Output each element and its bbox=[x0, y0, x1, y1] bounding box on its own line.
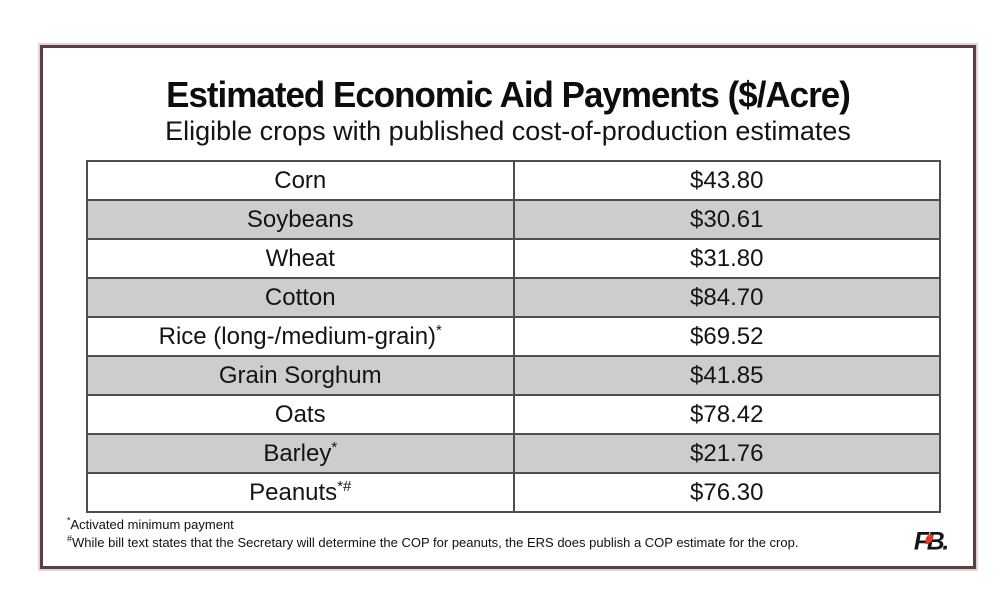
payment-cell: $69.52 bbox=[512, 316, 941, 357]
payment-cell: $41.85 bbox=[512, 355, 941, 396]
payment-cell: $84.70 bbox=[512, 277, 941, 318]
table-row: Corn $43.80 bbox=[86, 160, 941, 201]
footnote-peanuts-cop: #While bill text states that the Secreta… bbox=[67, 534, 798, 552]
payment-cell: $78.42 bbox=[512, 394, 941, 435]
crop-cell: Peanuts*# bbox=[86, 472, 515, 513]
table-row: Cotton $84.70 bbox=[86, 277, 941, 318]
crop-cell: Wheat bbox=[86, 238, 515, 279]
crop-cell: Corn bbox=[86, 160, 515, 201]
crop-label: Soybeans bbox=[246, 205, 354, 233]
crop-label: Peanuts bbox=[249, 478, 338, 506]
slide-subtitle: Eligible crops with published cost-of-pr… bbox=[165, 116, 851, 146]
table-row: Peanuts*# $76.30 bbox=[86, 472, 941, 513]
footnote-text: While bill text states that the Secretar… bbox=[72, 535, 799, 550]
crop-cell: Rice (long-/medium-grain)* bbox=[86, 316, 515, 357]
crop-label: Grain Sorghum bbox=[218, 361, 382, 389]
crop-label: Wheat bbox=[265, 244, 335, 272]
table-row: Barley* $21.76 bbox=[86, 433, 941, 474]
payment-cell: $76.30 bbox=[512, 472, 941, 513]
slide-frame: Estimated Economic Aid Payments ($/Acre)… bbox=[40, 45, 976, 569]
footnote-activated-minimum: *Activated minimum payment bbox=[67, 516, 798, 534]
table-row: Soybeans $30.61 bbox=[86, 199, 941, 240]
asterisk-marker: * bbox=[67, 515, 71, 526]
payment-cell: $21.76 bbox=[512, 433, 941, 474]
footnote-marker: * bbox=[331, 438, 338, 456]
slide-title: Estimated Economic Aid Payments ($/Acre) bbox=[166, 74, 851, 115]
crop-label: Corn bbox=[274, 166, 327, 194]
crop-label: Oats bbox=[274, 400, 326, 428]
crop-label: Rice (long-/medium-grain) bbox=[158, 322, 437, 350]
payment-cell: $31.80 bbox=[512, 238, 941, 279]
crop-cell: Barley* bbox=[86, 433, 515, 474]
footnotes: *Activated minimum payment #While bill t… bbox=[67, 516, 798, 552]
table-row: Rice (long-/medium-grain)* $69.52 bbox=[86, 316, 941, 357]
footnote-marker: * bbox=[436, 321, 442, 339]
table-row: Oats $78.42 bbox=[86, 394, 941, 435]
payment-cell: $30.61 bbox=[512, 199, 941, 240]
crop-label: Barley bbox=[263, 439, 332, 467]
svg-text:FB.: FB. bbox=[914, 528, 947, 555]
crop-cell: Cotton bbox=[86, 277, 515, 318]
hash-marker: # bbox=[67, 533, 73, 544]
crop-label: Cotton bbox=[264, 283, 336, 311]
table-row: Grain Sorghum $41.85 bbox=[86, 355, 941, 396]
crop-cell: Oats bbox=[86, 394, 515, 435]
table-row: Wheat $31.80 bbox=[86, 238, 941, 279]
footnote-text: Activated minimum payment bbox=[70, 517, 234, 532]
crop-cell: Soybeans bbox=[86, 199, 515, 240]
footnote-marker: *# bbox=[337, 477, 352, 495]
crop-cell: Grain Sorghum bbox=[86, 355, 515, 396]
payment-cell: $43.80 bbox=[512, 160, 941, 201]
farm-bureau-logo: FB. bbox=[914, 528, 950, 555]
payments-table: Corn $43.80 Soybeans $30.61 Wheat $31.80… bbox=[86, 160, 941, 513]
